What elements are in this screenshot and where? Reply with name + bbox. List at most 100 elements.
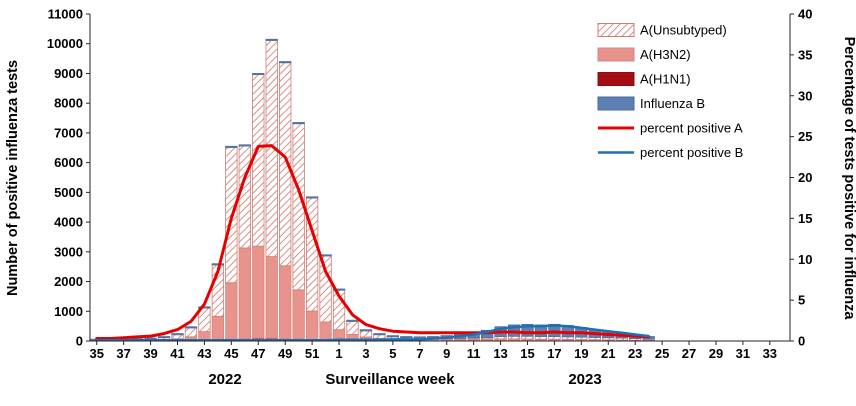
y-right-tick-label: 25 xyxy=(798,129,812,144)
bar-segment-influenza-b xyxy=(171,333,184,336)
bar-segment-a-h3n2 xyxy=(332,329,346,341)
year-2023-label: 2023 xyxy=(568,371,601,388)
bar-segment-a-unsubtyped xyxy=(521,335,534,340)
x-tick-label: 15 xyxy=(520,346,534,361)
x-tick-label: 35 xyxy=(89,346,103,361)
y-right-tick-label: 30 xyxy=(798,88,812,103)
x-tick-label: 3 xyxy=(362,346,369,361)
bar-segment-influenza-b xyxy=(373,333,386,336)
y-left-tick-label: 1000 xyxy=(54,304,83,319)
x-tick-label: 21 xyxy=(601,346,615,361)
line-percent-positive-a xyxy=(95,144,651,340)
lines-group xyxy=(95,144,651,342)
x-tick-label: 9 xyxy=(443,346,450,361)
y-left-tick-label: 6000 xyxy=(54,155,83,170)
y-right-tick-label: 40 xyxy=(798,7,812,22)
line-percent-positive-b xyxy=(95,324,650,342)
bar-segment-influenza-b xyxy=(521,323,534,337)
x-tick-label: 39 xyxy=(143,346,157,361)
legend-swatch-patch xyxy=(597,23,635,37)
legend-swatch-patch xyxy=(597,96,635,111)
bar-segment-a-h3n2 xyxy=(225,282,238,340)
y-left-tick-label: 7000 xyxy=(54,125,83,140)
bar-segment-a-h3n2 xyxy=(319,321,332,341)
x-tick-label: 19 xyxy=(574,346,588,361)
bar-segment-a-unsubtyped xyxy=(252,74,265,247)
bar-segment-influenza-b xyxy=(534,324,548,337)
y-left-tick-label: 0 xyxy=(76,334,83,349)
bar-segment-a-h3n2 xyxy=(292,289,305,340)
y-left-tick-label: 5000 xyxy=(54,185,83,200)
y-right-tick-label: 35 xyxy=(798,47,812,62)
bar-segment-a-unsubtyped xyxy=(171,334,184,340)
y-left-tick-label: 10000 xyxy=(47,36,83,51)
x-tick-label: 23 xyxy=(628,346,642,361)
bar-segment-a-unsubtyped xyxy=(184,327,198,338)
bar-segment-influenza-b xyxy=(386,335,400,338)
legend-item-label: Influenza B xyxy=(640,96,705,111)
x-tick-label: 43 xyxy=(197,346,211,361)
y-right-axis-title: Percentage of tests positive for influen… xyxy=(841,37,856,321)
x-tick-label: 37 xyxy=(116,346,130,361)
x-axis-title: Surveillance week xyxy=(325,371,455,388)
y-left-tick-label: 9000 xyxy=(54,66,83,81)
legend-item-label: A(H3N2) xyxy=(640,47,691,62)
x-tick-label: 45 xyxy=(224,346,238,361)
bars-group xyxy=(90,38,655,342)
bar-segment-influenza-b xyxy=(292,122,305,125)
legend-item-label: A(Unsubtyped) xyxy=(640,23,727,38)
bar-segment-influenza-b xyxy=(238,144,251,147)
x-tick-label: 11 xyxy=(467,346,481,361)
x-tick-label: 27 xyxy=(682,346,696,361)
y-right-tick-label: 20 xyxy=(798,170,812,185)
legend-item-label: percent positive B xyxy=(640,145,743,160)
year-2022-label: 2022 xyxy=(208,371,241,388)
x-tick-label: 51 xyxy=(305,346,319,361)
legend-item-label: A(H1N1) xyxy=(640,72,691,87)
y-left-tick-label: 2000 xyxy=(54,274,83,289)
x-tick-label: 29 xyxy=(709,346,723,361)
bar-segment-a-unsubtyped xyxy=(359,330,373,338)
y-right-tick-label: 10 xyxy=(798,252,812,267)
bar-segment-a-unsubtyped xyxy=(346,320,359,335)
x-tick-label: 33 xyxy=(763,346,777,361)
y-left-tick-label: 11000 xyxy=(48,7,83,22)
bar-segment-influenza-b xyxy=(346,319,359,322)
bar-segment-influenza-b xyxy=(211,263,225,266)
y-right-tick-label: 0 xyxy=(798,334,805,349)
y-left-tick-label: 8000 xyxy=(54,96,83,111)
x-tick-label: 5 xyxy=(389,346,396,361)
x-tick-label: 31 xyxy=(736,346,750,361)
bar-segment-influenza-b xyxy=(184,326,198,329)
bar-segment-a-unsubtyped xyxy=(373,334,386,339)
bar-segment-influenza-b xyxy=(279,61,292,64)
bar-segment-influenza-b xyxy=(157,336,171,339)
legend-swatch-patch xyxy=(597,47,635,62)
x-tick-label: 7 xyxy=(416,346,423,361)
bar-segment-a-h3n2 xyxy=(211,315,225,341)
x-tick-label: 1 xyxy=(335,346,342,361)
bar-segment-a-h3n2 xyxy=(252,245,265,339)
bar-segment-influenza-b xyxy=(305,196,319,199)
x-tick-label: 13 xyxy=(493,346,507,361)
legend-group: A(Unsubtyped) A(H3N2) A(H1N1) Influenza B pe… xyxy=(597,23,743,160)
bar-segment-influenza-b xyxy=(265,38,278,41)
x-tick-label: 25 xyxy=(655,346,669,361)
bar-segment-a-unsubtyped xyxy=(319,255,332,323)
bar-segment-a-unsubtyped xyxy=(534,336,548,340)
legend-item-label: percent positive A xyxy=(640,121,743,136)
bar-segment-a-unsubtyped xyxy=(548,336,561,340)
bar-segment-a-h3n2 xyxy=(305,310,319,340)
y-left-tick-label: 4000 xyxy=(54,215,83,230)
x-tick-label: 47 xyxy=(251,346,265,361)
x-tick-label: 17 xyxy=(547,346,561,361)
y-right-tick-label: 15 xyxy=(798,211,812,226)
x-tick-label: 49 xyxy=(278,346,292,361)
axes-group: 0100020003000400050006000700080009000100… xyxy=(47,7,813,362)
bar-segment-a-unsubtyped xyxy=(292,123,305,291)
bar-segment-a-unsubtyped xyxy=(238,145,251,249)
bar-segment-influenza-b xyxy=(252,73,265,76)
bar-segment-influenza-b xyxy=(400,336,413,339)
